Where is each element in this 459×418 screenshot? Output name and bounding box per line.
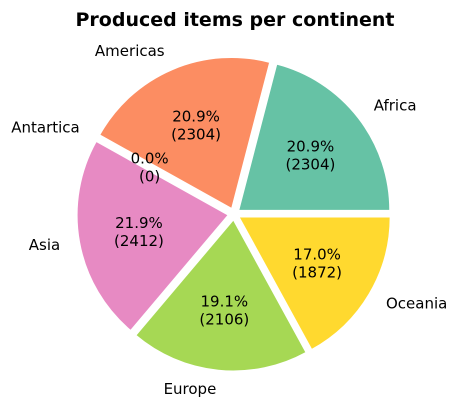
- value-label-asia: (2412): [114, 232, 164, 250]
- chart-title: Produced items per continent: [76, 9, 395, 31]
- slice-oceania: [238, 216, 391, 351]
- category-label-antartica: Antartica: [11, 118, 80, 136]
- category-label-oceania: Oceania: [386, 295, 447, 313]
- percent-label-africa: 20.9%: [287, 137, 335, 155]
- percent-label-oceania: 17.0%: [293, 246, 341, 264]
- percent-label-antartica: 0.0%: [131, 149, 169, 167]
- category-label-africa: Africa: [374, 96, 417, 114]
- category-label-europe: Europe: [164, 380, 217, 398]
- value-label-africa: (2304): [285, 155, 335, 173]
- percent-label-europe: 19.1%: [201, 293, 249, 311]
- value-label-europe: (2106): [199, 311, 249, 329]
- slice-europe: [135, 219, 307, 372]
- pie-slices: [76, 56, 391, 372]
- slice-africa: [238, 63, 391, 211]
- percent-label-asia: 21.9%: [115, 214, 163, 232]
- percent-label-americas: 20.9%: [172, 108, 220, 126]
- category-label-americas: Americas: [95, 42, 165, 60]
- value-label-americas: (2304): [171, 126, 221, 144]
- slice-americas: [99, 56, 271, 210]
- category-label-asia: Asia: [29, 236, 60, 254]
- value-label-antartica: (0): [139, 167, 160, 185]
- value-label-oceania: (1872): [292, 264, 342, 282]
- pie-labels: Africa20.9%(2304)Americas20.9%(2304)Anta…: [11, 42, 447, 398]
- slice-asia: [76, 140, 229, 332]
